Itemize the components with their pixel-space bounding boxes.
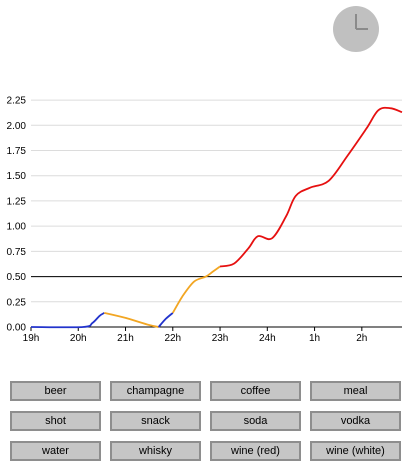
x-tick-label: 21h bbox=[117, 333, 134, 344]
button-water[interactable]: water bbox=[10, 441, 101, 461]
y-tick-label: 1.25 bbox=[7, 196, 27, 207]
button-wine-red[interactable]: wine (red) bbox=[210, 441, 301, 461]
y-tick-label: 1.75 bbox=[7, 146, 27, 157]
series-line-5 bbox=[219, 106, 403, 268]
x-tick-label: 1h bbox=[309, 333, 320, 344]
y-tick-label: 1.50 bbox=[7, 171, 27, 182]
x-tick-label: 20h bbox=[70, 333, 87, 344]
button-whisky[interactable]: whisky bbox=[110, 441, 201, 461]
button-shot[interactable]: shot bbox=[10, 411, 101, 431]
tick-labels: 0.00 0.25 0.50 0.75 1.00 1.25 1.50 1.75 2.00 2.25… bbox=[7, 96, 368, 344]
gridlines bbox=[31, 99, 402, 328]
y-tick-label: 0.00 bbox=[7, 323, 27, 334]
y-tick-label: 1.00 bbox=[7, 222, 27, 233]
x-tick-label: 23h bbox=[212, 333, 229, 344]
button-snack[interactable]: snack bbox=[110, 411, 201, 431]
x-tick-label: 22h bbox=[164, 333, 181, 344]
y-tick-label: 0.25 bbox=[7, 297, 27, 308]
y-tick-label: 0.50 bbox=[7, 272, 27, 283]
button-vodka[interactable]: vodka bbox=[310, 411, 401, 431]
y-tick-label: 0.75 bbox=[7, 247, 27, 258]
series-line-2 bbox=[104, 312, 159, 328]
series-lines bbox=[30, 106, 403, 329]
series-line-1 bbox=[30, 312, 105, 329]
x-tick-label: 19h bbox=[23, 333, 40, 344]
x-tick-label: 24h bbox=[259, 333, 276, 344]
button-champagne[interactable]: champagne bbox=[110, 381, 201, 401]
series-line-4 bbox=[172, 265, 221, 314]
button-wine-white[interactable]: wine (white) bbox=[310, 441, 401, 461]
clock-icon bbox=[333, 6, 379, 52]
drink-buttons: beer champagne coffee meal shot snack soda vodk… bbox=[10, 381, 401, 461]
x-tick-label: 2h bbox=[356, 333, 367, 344]
button-beer[interactable]: beer bbox=[10, 381, 101, 401]
y-tick-label: 2.00 bbox=[7, 121, 27, 132]
button-coffee[interactable]: coffee bbox=[210, 381, 301, 401]
consumption-chart: 0.00 0.25 0.50 0.75 1.00 1.25 1.50 1.75 2.00 2.25… bbox=[7, 96, 403, 344]
y-tick-label: 2.25 bbox=[7, 96, 27, 107]
button-soda[interactable]: soda bbox=[210, 411, 301, 431]
series-line-3 bbox=[157, 312, 174, 328]
button-meal[interactable]: meal bbox=[310, 381, 401, 401]
